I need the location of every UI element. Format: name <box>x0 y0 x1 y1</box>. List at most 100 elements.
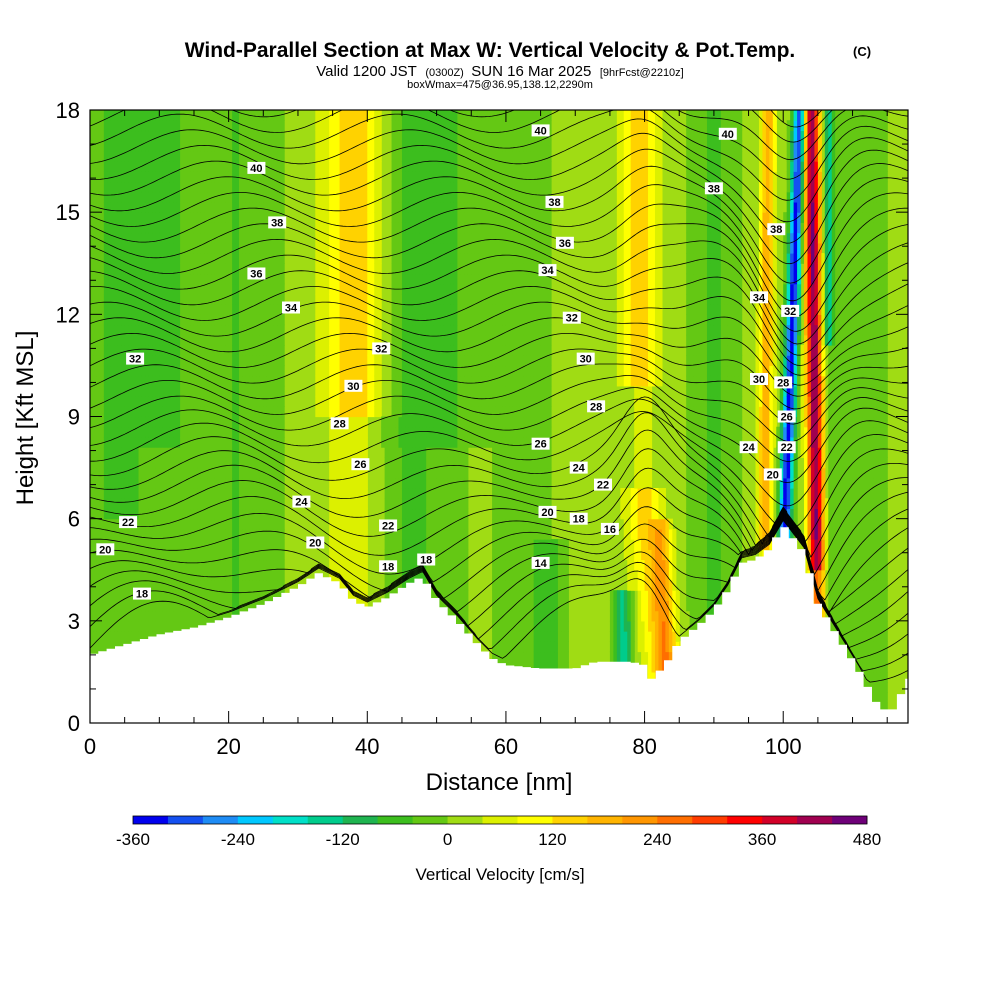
w-cell <box>398 232 403 244</box>
w-cell <box>197 539 202 550</box>
w-cell <box>388 467 393 479</box>
w-cell <box>343 273 348 285</box>
w-cell <box>349 222 355 234</box>
w-cell <box>218 610 223 622</box>
w-cell <box>96 110 101 121</box>
w-cell <box>169 130 174 142</box>
w-cell <box>280 436 285 448</box>
w-cell <box>211 549 216 561</box>
w-cell <box>214 498 219 510</box>
w-cell <box>141 467 147 479</box>
w-cell <box>218 579 223 591</box>
w-cell <box>204 242 209 254</box>
w-cell <box>93 150 98 162</box>
w-cell <box>225 232 230 244</box>
w-cell <box>412 120 417 132</box>
w-cell <box>401 263 407 275</box>
w-cell <box>270 569 275 581</box>
w-cell <box>114 631 119 642</box>
w-cell <box>207 120 212 132</box>
w-cell <box>180 375 185 387</box>
w-cell <box>266 304 271 315</box>
w-cell <box>162 365 167 377</box>
w-cell <box>239 406 244 418</box>
w-cell <box>339 253 344 264</box>
w-cell <box>114 324 119 336</box>
w-cell <box>415 161 420 172</box>
w-cell <box>349 477 355 489</box>
w-cell <box>176 314 181 326</box>
w-cell <box>131 110 136 121</box>
w-cell <box>242 488 247 499</box>
w-cell <box>100 498 105 510</box>
w-cell <box>204 150 209 162</box>
w-cell <box>200 579 205 591</box>
w-cell <box>197 161 202 172</box>
w-cell <box>388 498 393 510</box>
w-cell <box>426 171 431 183</box>
w-cell <box>252 600 257 612</box>
w-cell <box>412 283 417 295</box>
w-cell <box>180 263 185 275</box>
w-cell <box>374 293 379 305</box>
w-cell <box>103 569 108 581</box>
w-cell <box>110 416 115 428</box>
w-cell <box>173 396 178 407</box>
w-cell <box>90 171 95 183</box>
w-cell <box>426 212 431 223</box>
w-cell <box>363 222 368 234</box>
w-cell <box>249 191 254 203</box>
w-cell <box>332 171 337 183</box>
w-cell <box>190 283 195 295</box>
w-cell <box>155 110 160 121</box>
w-cell <box>200 293 205 305</box>
w-cell <box>96 161 101 172</box>
w-cell <box>339 324 344 336</box>
w-cell <box>235 171 240 183</box>
w-cell <box>103 161 108 172</box>
w-cell <box>193 242 199 254</box>
w-cell <box>270 293 275 305</box>
w-cell <box>214 426 219 438</box>
w-cell <box>249 171 254 183</box>
w-cell <box>360 488 365 499</box>
w-cell <box>159 324 164 336</box>
w-cell <box>239 467 244 479</box>
w-cell <box>128 314 133 326</box>
w-cell <box>128 222 133 234</box>
w-cell <box>121 161 126 172</box>
w-cell <box>235 355 240 367</box>
w-cell <box>315 140 320 152</box>
w-cell <box>128 304 133 315</box>
w-cell <box>346 528 351 540</box>
w-cell <box>131 140 136 152</box>
w-cell <box>218 171 223 183</box>
w-cell <box>280 120 285 132</box>
w-cell <box>183 385 188 397</box>
w-cell <box>131 263 136 275</box>
w-cell <box>405 171 410 183</box>
w-cell <box>121 385 126 397</box>
w-cell <box>200 600 205 612</box>
w-cell <box>242 447 247 458</box>
w-cell <box>263 385 268 397</box>
w-cell <box>190 263 195 275</box>
w-cell <box>252 467 257 479</box>
w-cell <box>412 191 417 203</box>
w-cell <box>117 426 122 438</box>
w-cell <box>318 324 323 336</box>
w-cell <box>239 283 244 295</box>
w-cell <box>114 488 119 499</box>
w-cell <box>204 406 209 418</box>
w-cell <box>235 222 240 234</box>
w-cell <box>332 498 337 510</box>
w-cell <box>391 304 396 315</box>
w-cell <box>110 181 115 193</box>
w-cell <box>391 201 396 213</box>
w-cell <box>419 130 424 142</box>
w-cell <box>200 467 205 479</box>
w-cell <box>405 508 410 520</box>
w-cell <box>180 416 185 428</box>
w-cell <box>245 212 251 223</box>
w-cell <box>360 242 365 254</box>
